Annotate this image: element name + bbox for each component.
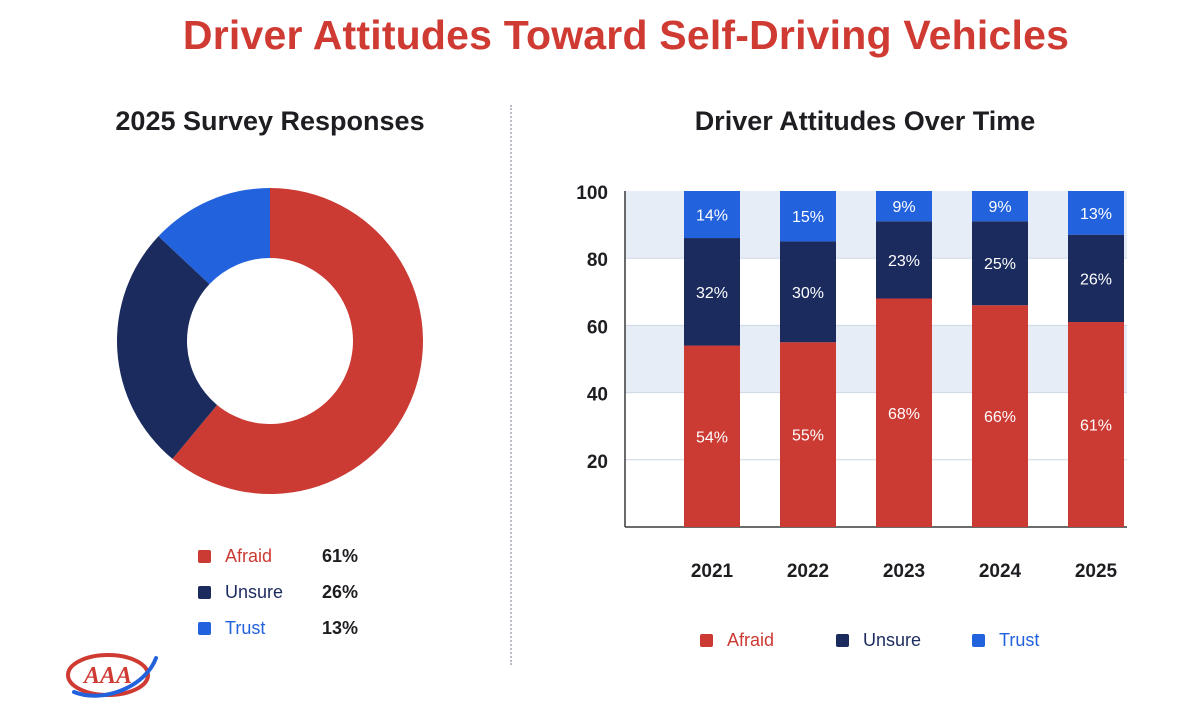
trust-swatch <box>198 622 211 635</box>
legend-label-trust: Trust <box>225 618 266 638</box>
y-tick-label: 60 <box>587 317 608 338</box>
legend-value-unsure: 26% <box>322 582 359 602</box>
bar-segment-unsure-2023 <box>876 221 932 299</box>
bar-data-label: 68% <box>888 406 920 423</box>
bar-legend-label-unsure: Unsure <box>863 630 922 650</box>
bar-segment-afraid-2022 <box>780 342 836 527</box>
legend-value-trust: 13% <box>322 618 359 638</box>
donut-slice-unsure <box>116 236 218 459</box>
bar-segment-afraid-2021 <box>684 345 740 527</box>
bar-data-label: 30% <box>792 285 824 302</box>
y-tick-label: 80 <box>587 250 608 271</box>
panel-divider <box>510 105 512 665</box>
bar-legend-item-trust: Trust <box>972 630 1039 651</box>
bar-segment-trust-2025 <box>1068 191 1124 235</box>
legend-item-trust: Trust 13% <box>198 618 358 639</box>
x-tick-label: 2024 <box>979 561 1022 582</box>
bar-chart-title: Driver Attitudes Over Time <box>694 106 1036 136</box>
donut-legend: Afraid 61% Unsure 26% Trust 13% <box>198 546 418 646</box>
bar-data-label: 61% <box>1080 418 1112 435</box>
bar-legend-item-unsure: Unsure <box>836 630 921 651</box>
afraid-swatch <box>700 634 713 647</box>
bar-data-label: 9% <box>988 199 1011 216</box>
bar-data-label: 25% <box>984 256 1016 273</box>
afraid-swatch <box>198 550 211 563</box>
legend-item-unsure: Unsure 26% <box>198 582 358 603</box>
donut-chart-title: 2025 Survey Responses <box>115 106 425 136</box>
trust-swatch <box>972 634 985 647</box>
y-tick-label: 40 <box>587 385 608 406</box>
aaa-logo: AAA <box>66 653 158 698</box>
bar-segment-afraid-2024 <box>972 305 1028 527</box>
legend-value-afraid: 61% <box>322 546 359 566</box>
bar-data-label: 13% <box>1080 206 1112 223</box>
logo-text: AAA <box>82 663 132 689</box>
bar-segment-trust-2023 <box>876 191 932 222</box>
page-title: Driver Attitudes Toward Self-Driving Veh… <box>182 12 1070 58</box>
bar-legend-item-afraid: Afraid <box>700 630 774 651</box>
bar-segment-afraid-2025 <box>1068 322 1124 527</box>
legend-label-afraid: Afraid <box>225 546 273 566</box>
x-tick-label: 2022 <box>787 561 829 582</box>
bar-data-label: 66% <box>984 409 1016 426</box>
legend-item-afraid: Afraid 61% <box>198 546 358 567</box>
donut-chart <box>116 188 424 494</box>
donut-slice-afraid <box>172 188 424 494</box>
y-tick-label: 20 <box>587 452 608 473</box>
unsure-swatch <box>198 586 211 599</box>
bar-legend: Afraid Unsure Trust <box>700 630 1100 654</box>
bar-data-label: 26% <box>1080 271 1112 288</box>
bar-segment-afraid-2023 <box>876 298 932 527</box>
stacked-bar-chart: 20 40 60 80 100 54% 32% 14% 2021 55% 30% 15% 2022 68%… <box>576 183 1127 582</box>
bar-data-label: 32% <box>696 285 728 302</box>
bar-segment-unsure-2025 <box>1068 234 1124 323</box>
bar-segment-unsure-2021 <box>684 238 740 346</box>
bar-data-label: 23% <box>888 253 920 270</box>
x-tick-label: 2021 <box>691 561 734 582</box>
bar-data-label: 14% <box>696 208 728 225</box>
y-tick-label: 100 <box>576 183 608 204</box>
bar-segment-trust-2024 <box>972 191 1028 222</box>
donut-slice-trust <box>158 188 270 285</box>
legend-label-unsure: Unsure <box>225 582 284 602</box>
logo-swoosh <box>72 656 158 698</box>
unsure-swatch <box>836 634 849 647</box>
bar-segment-unsure-2022 <box>780 241 836 343</box>
bar-data-label: 54% <box>696 429 728 446</box>
bar-legend-label-trust: Trust <box>999 630 1040 650</box>
bar-data-label: 55% <box>792 428 824 445</box>
bar-data-label: 15% <box>792 209 824 226</box>
x-tick-label: 2025 <box>1075 561 1118 582</box>
bar-segment-trust-2022 <box>780 191 836 242</box>
x-tick-label: 2023 <box>883 561 925 582</box>
bar-legend-label-afraid: Afraid <box>727 630 775 650</box>
bar-data-label: 9% <box>892 199 915 216</box>
bar-segment-trust-2021 <box>684 191 740 239</box>
bar-segment-unsure-2024 <box>972 221 1028 306</box>
